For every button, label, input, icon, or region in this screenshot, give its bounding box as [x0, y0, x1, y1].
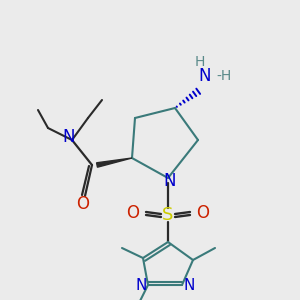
Text: N: N [183, 278, 195, 293]
Text: N: N [63, 128, 75, 146]
Text: O: O [196, 204, 209, 222]
Text: H: H [195, 55, 205, 69]
Polygon shape [97, 158, 132, 167]
Text: N: N [199, 67, 211, 85]
Text: N: N [135, 278, 147, 293]
Text: S: S [162, 206, 174, 224]
Text: N: N [164, 172, 176, 190]
Text: O: O [76, 195, 89, 213]
Text: -H: -H [216, 69, 232, 83]
Text: O: O [127, 204, 140, 222]
